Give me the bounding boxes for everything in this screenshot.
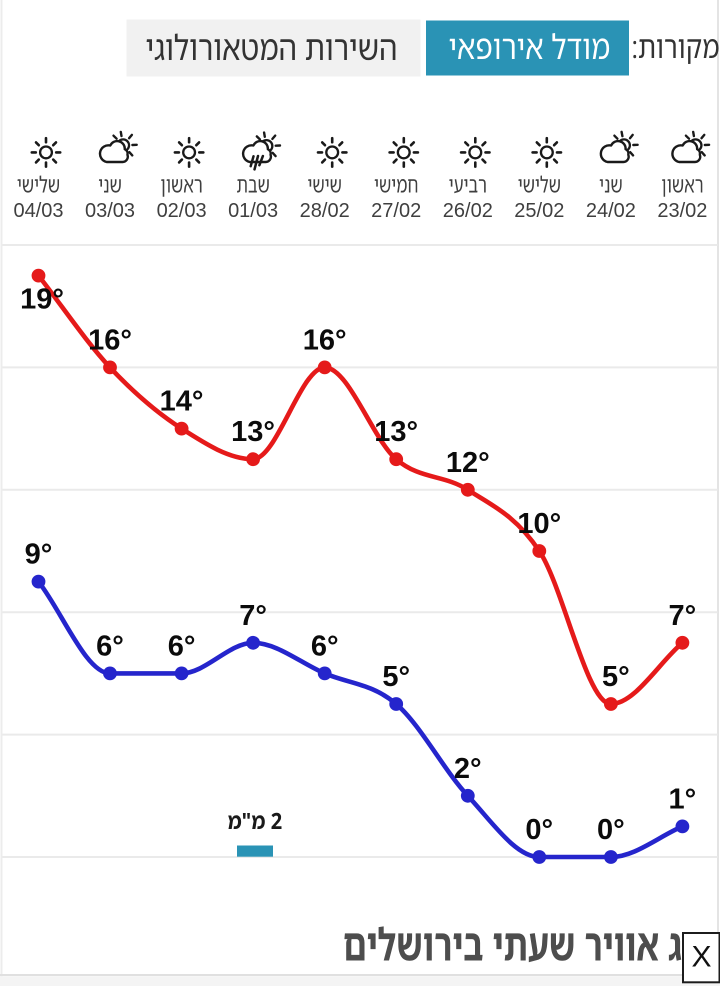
svg-text:12°: 12° xyxy=(446,447,490,479)
svg-text:14°: 14° xyxy=(160,386,204,418)
svg-text:24/02: 24/02 xyxy=(586,200,636,222)
svg-text:16°: 16° xyxy=(88,324,132,356)
svg-text:6°: 6° xyxy=(168,630,196,662)
svg-text:0°: 0° xyxy=(525,814,553,846)
svg-text:5°: 5° xyxy=(382,661,410,693)
svg-text:7°: 7° xyxy=(669,600,697,632)
svg-text:X: X xyxy=(691,941,711,974)
svg-text:9°: 9° xyxy=(25,539,53,571)
svg-text:25/02: 25/02 xyxy=(514,200,564,222)
svg-text:13°: 13° xyxy=(374,416,418,448)
svg-text:01/03: 01/03 xyxy=(228,200,278,222)
svg-text:16°: 16° xyxy=(303,324,347,356)
svg-text:10°: 10° xyxy=(517,508,561,540)
svg-text:26/02: 26/02 xyxy=(443,200,493,222)
svg-text:03/03: 03/03 xyxy=(85,200,135,222)
svg-text:04/03: 04/03 xyxy=(13,200,63,222)
svg-text:7°: 7° xyxy=(239,600,267,632)
svg-text:0°: 0° xyxy=(597,814,625,846)
svg-text:6°: 6° xyxy=(96,630,124,662)
svg-text:02/03: 02/03 xyxy=(157,200,207,222)
svg-text:1°: 1° xyxy=(669,783,697,815)
svg-text:19°: 19° xyxy=(20,284,64,316)
svg-text:5°: 5° xyxy=(602,661,630,693)
svg-text:2°: 2° xyxy=(454,753,482,785)
svg-text:6°: 6° xyxy=(311,630,339,662)
svg-text:27/02: 27/02 xyxy=(371,200,421,222)
svg-text:23/02: 23/02 xyxy=(657,200,707,222)
svg-text:13°: 13° xyxy=(231,416,275,448)
svg-text:28/02: 28/02 xyxy=(300,200,350,222)
